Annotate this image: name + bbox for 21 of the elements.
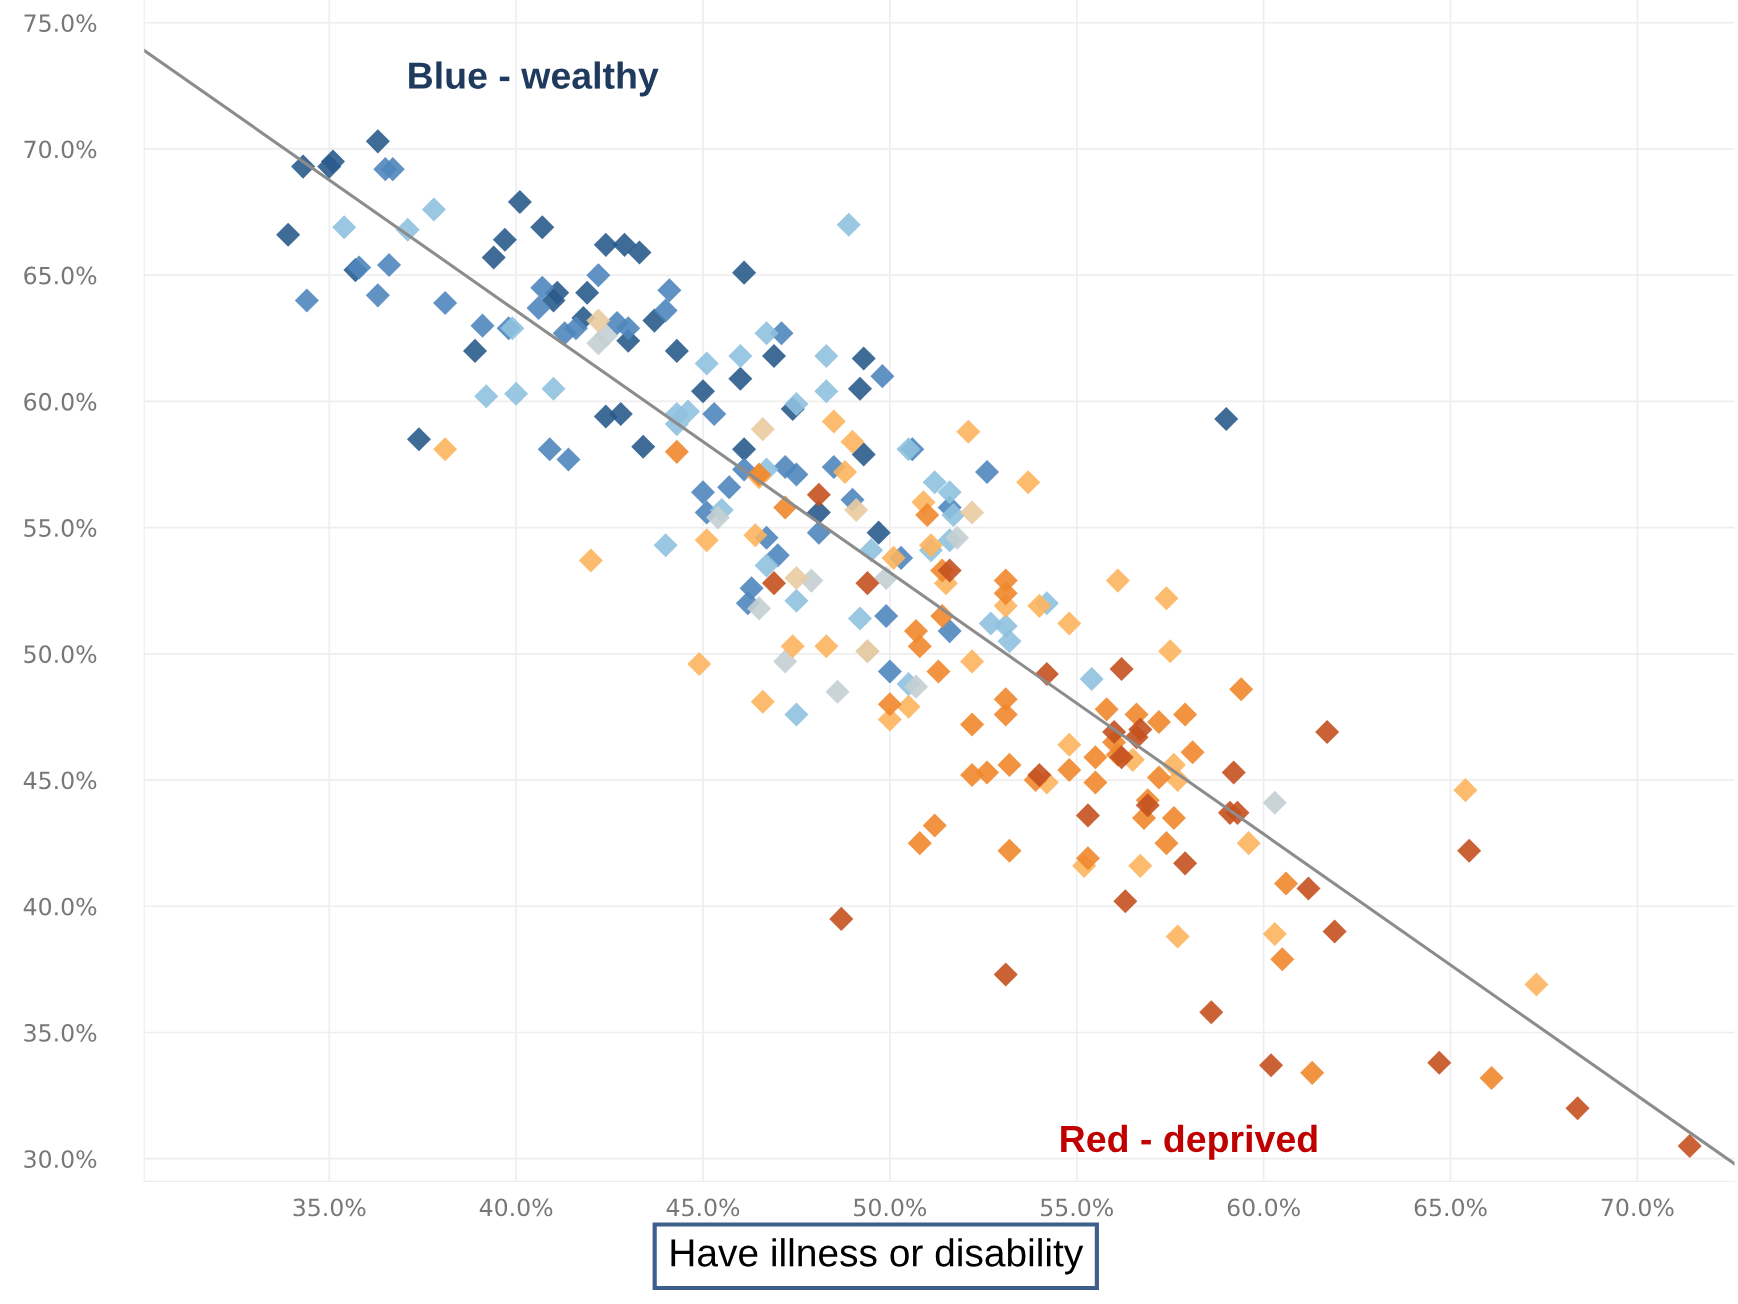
x-tick-label: 70.0%: [1601, 1198, 1674, 1217]
y-tick-label: 60.0%: [24, 392, 97, 411]
y-tick-label: 70.0%: [24, 140, 97, 159]
x-tick-label: 65.0%: [1414, 1198, 1487, 1217]
y-tick-label: 75.0%: [24, 14, 97, 33]
y-tick-label: 40.0%: [23, 897, 97, 916]
annotation: Red - deprived: [1061, 1124, 1317, 1160]
x-tick-label: 50.0%: [854, 1198, 927, 1217]
x-tick-label: 55.0%: [1041, 1198, 1113, 1217]
y-tick-label: 50.0%: [24, 645, 97, 664]
y-tick-label: 35.0%: [24, 1023, 97, 1042]
y-tick-label: 65.0%: [24, 266, 97, 285]
y-tick-label: 45.0%: [23, 771, 97, 790]
x-axis-title: Have illness or disability: [671, 1238, 1084, 1275]
x-tick-label: 45.0%: [666, 1198, 740, 1217]
y-tick-label: 30.0%: [24, 1150, 97, 1169]
x-tick-label: 40.0%: [479, 1198, 553, 1217]
x-tick-label: 35.0%: [293, 1198, 366, 1217]
x-tick-label: 60.0%: [1227, 1198, 1300, 1217]
annotation: Blue - wealthy: [409, 61, 659, 97]
y-tick-label: 55.0%: [24, 519, 97, 537]
